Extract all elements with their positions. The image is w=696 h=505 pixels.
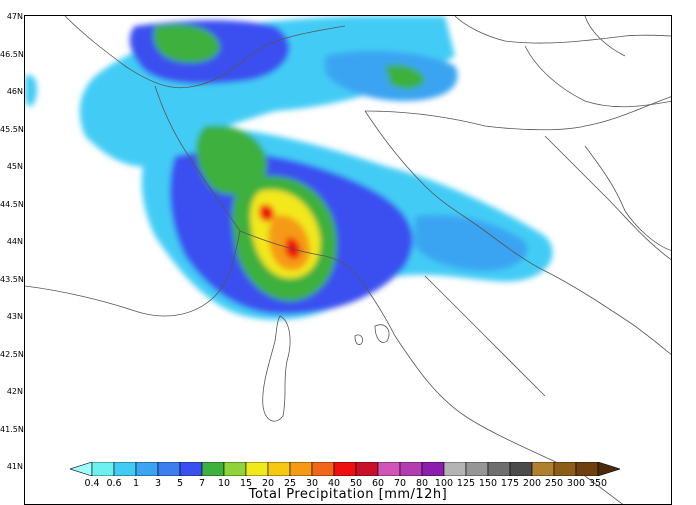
colorbar-segment bbox=[443, 462, 467, 476]
colorbar-segment bbox=[289, 462, 313, 476]
colorbar-tick-label: 15 bbox=[239, 478, 253, 489]
colorbar-tick-label: 300 bbox=[566, 478, 586, 489]
colorbar-segment bbox=[311, 462, 335, 476]
lat-label-2: 46N bbox=[6, 87, 23, 96]
colorbar-tick-label: 25 bbox=[283, 478, 297, 489]
lat-label-1: 46.5N bbox=[0, 49, 24, 59]
colorbar-extend-low bbox=[70, 462, 93, 476]
lat-label-11: 41.5N bbox=[0, 424, 24, 434]
colorbar-tick-label: 40 bbox=[327, 478, 341, 489]
lat-label-3: 45.5N bbox=[0, 124, 24, 134]
colorbar-segment bbox=[333, 462, 357, 476]
colorbar-tick-label: 125 bbox=[456, 478, 476, 489]
colorbar-segment bbox=[575, 462, 599, 476]
colorbar-tick-label: 150 bbox=[478, 478, 498, 489]
colorbar-segment bbox=[509, 462, 533, 476]
colorbar-tick-label: 0.4 bbox=[84, 478, 100, 489]
colorbar-segment bbox=[531, 462, 555, 476]
colorbar-segment bbox=[355, 462, 379, 476]
colorbar-segment bbox=[179, 462, 203, 476]
colorbar-tick-label: 70 bbox=[393, 478, 407, 489]
colorbar-tick-label: 100 bbox=[434, 478, 454, 489]
colorbar-tick-label: 80 bbox=[415, 478, 429, 489]
colorbar-segment bbox=[421, 462, 445, 476]
map-panel bbox=[24, 15, 672, 505]
lat-label-10: 42N bbox=[6, 387, 23, 396]
colorbar-segment bbox=[245, 462, 269, 476]
colorbar-tick-label: 20 bbox=[261, 478, 275, 489]
colorbar-segment bbox=[377, 462, 401, 476]
lat-label-4: 45N bbox=[6, 162, 23, 171]
lat-label-6: 44N bbox=[6, 237, 23, 246]
colorbar-segment bbox=[157, 462, 181, 476]
colorbar-tick-label: 200 bbox=[522, 478, 542, 489]
lat-label-12: 41N bbox=[6, 462, 23, 471]
boundary-lines bbox=[25, 16, 671, 504]
colorbar-segment bbox=[135, 462, 159, 476]
colorbar-segment bbox=[487, 462, 511, 476]
colorbar-segment bbox=[223, 462, 247, 476]
colorbar bbox=[70, 462, 620, 476]
lat-label-5: 44.5N bbox=[0, 199, 24, 209]
colorbar-tick-label: 175 bbox=[500, 478, 520, 489]
colorbar-tick-label: 5 bbox=[176, 478, 184, 489]
colorbar-extend-high bbox=[597, 462, 620, 476]
colorbar-tick-label: 350 bbox=[588, 478, 608, 489]
precipitation-field bbox=[25, 16, 553, 320]
lat-label-0: 47N bbox=[6, 12, 23, 21]
colorbar-tick-label: 3 bbox=[154, 478, 162, 489]
lat-label-9: 42.5N bbox=[0, 349, 24, 359]
colorbar-segment bbox=[465, 462, 489, 476]
colorbar-tick-label: 30 bbox=[305, 478, 319, 489]
colorbar-tick-label: 10 bbox=[217, 478, 231, 489]
colorbar-tick-label: 60 bbox=[371, 478, 385, 489]
colorbar-tick-label: 1 bbox=[132, 478, 140, 489]
colorbar-segment bbox=[267, 462, 291, 476]
colorbar-tick-label: 50 bbox=[349, 478, 363, 489]
colorbar-segment bbox=[399, 462, 423, 476]
colorbar-segment bbox=[113, 462, 137, 476]
colorbar-tick-label: 250 bbox=[544, 478, 564, 489]
colorbar-tick-label: 7 bbox=[198, 478, 206, 489]
precipitation-map bbox=[25, 16, 671, 504]
lat-label-7: 43.5N bbox=[0, 274, 24, 284]
lat-label-8: 43N bbox=[6, 312, 23, 321]
colorbar-segment bbox=[553, 462, 577, 476]
colorbar-segment bbox=[201, 462, 225, 476]
colorbar-title: Total Precipitation [mm/12h] bbox=[248, 487, 448, 502]
colorbar-tick-label: 0.6 bbox=[106, 478, 122, 489]
colorbar-segment bbox=[91, 462, 115, 476]
